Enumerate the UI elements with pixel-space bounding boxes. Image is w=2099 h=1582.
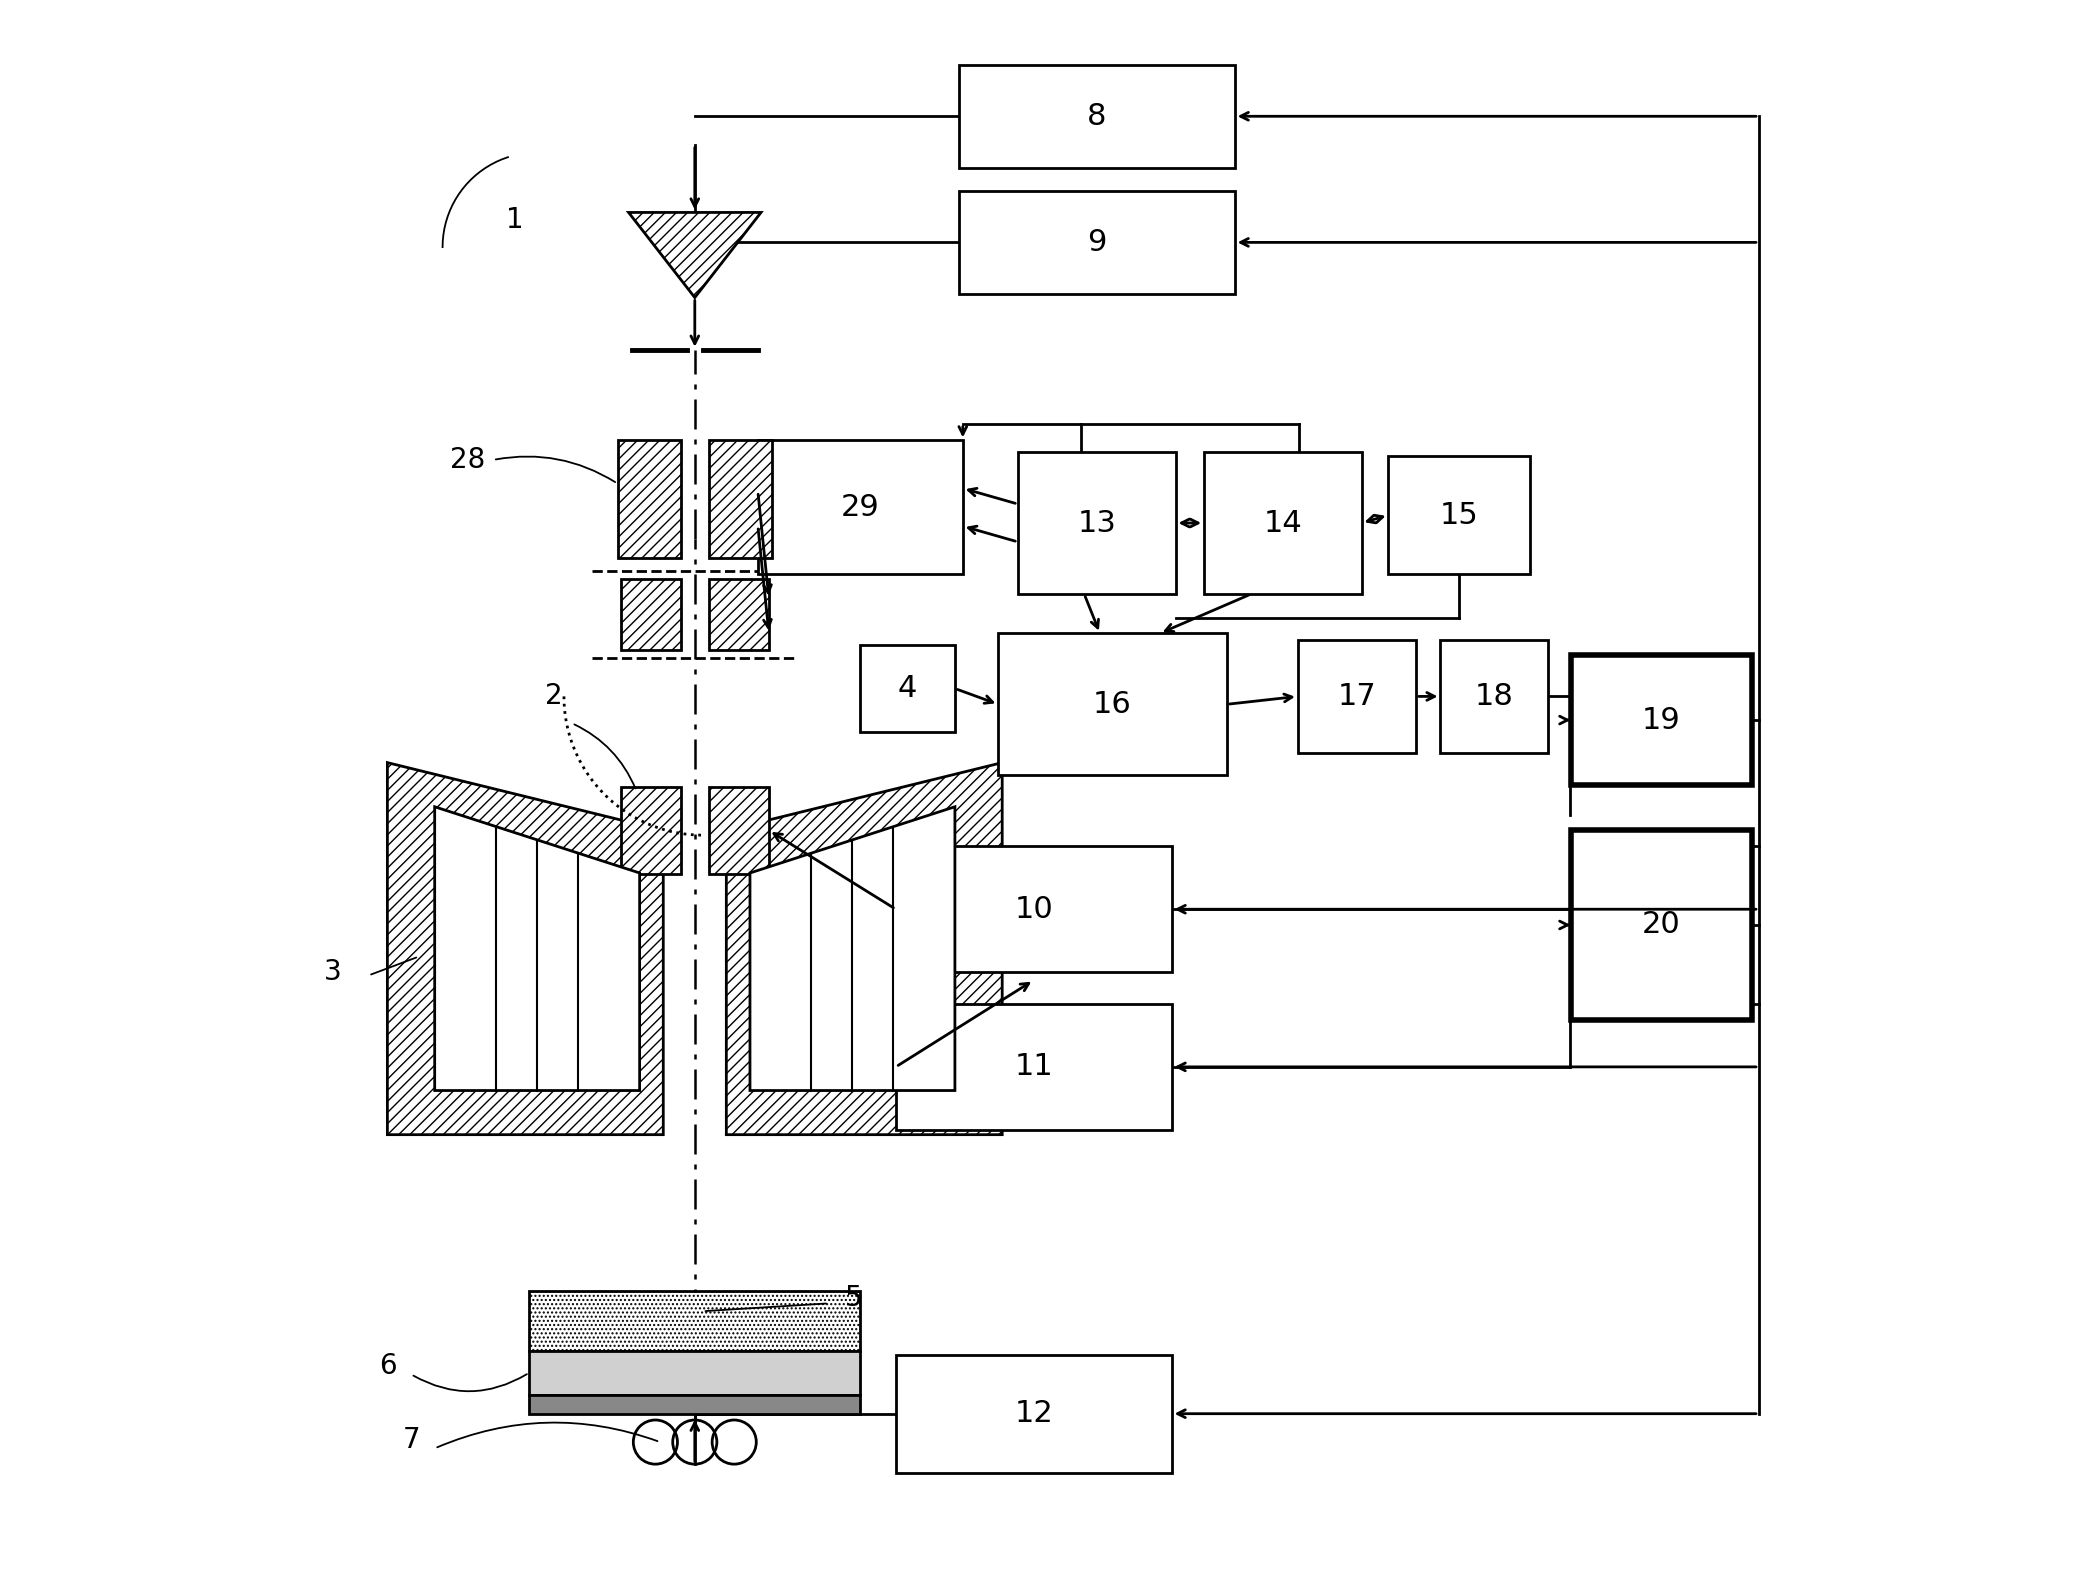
Bar bbox=[896, 1354, 1171, 1473]
Bar bbox=[959, 191, 1234, 294]
Bar bbox=[861, 645, 955, 732]
Polygon shape bbox=[434, 807, 640, 1090]
Text: 6: 6 bbox=[380, 1353, 397, 1380]
Bar bbox=[1570, 831, 1753, 1019]
Bar bbox=[896, 1005, 1171, 1130]
Bar bbox=[529, 1291, 861, 1351]
Polygon shape bbox=[726, 763, 1001, 1134]
Bar bbox=[758, 440, 963, 574]
Bar bbox=[617, 440, 680, 558]
Text: 19: 19 bbox=[1641, 706, 1681, 734]
Bar bbox=[959, 65, 1234, 168]
Bar bbox=[1387, 456, 1530, 574]
Text: 11: 11 bbox=[1014, 1052, 1054, 1082]
Text: 18: 18 bbox=[1476, 682, 1513, 710]
Text: 2: 2 bbox=[546, 682, 563, 710]
Text: 3: 3 bbox=[325, 959, 342, 986]
Bar bbox=[621, 788, 680, 873]
Text: 5: 5 bbox=[844, 1285, 863, 1313]
Bar bbox=[529, 1351, 861, 1395]
Bar bbox=[1297, 639, 1417, 753]
Text: 20: 20 bbox=[1641, 911, 1681, 940]
Polygon shape bbox=[628, 212, 762, 297]
Bar bbox=[529, 1395, 861, 1414]
Text: 15: 15 bbox=[1440, 500, 1480, 530]
Text: 16: 16 bbox=[1094, 690, 1131, 718]
Bar bbox=[709, 788, 768, 873]
Text: 17: 17 bbox=[1337, 682, 1377, 710]
Polygon shape bbox=[388, 763, 663, 1134]
Bar bbox=[1205, 452, 1362, 593]
Text: 14: 14 bbox=[1264, 508, 1301, 538]
Bar bbox=[1018, 452, 1175, 593]
Bar bbox=[621, 579, 680, 650]
Bar bbox=[1570, 655, 1753, 785]
Text: 28: 28 bbox=[451, 446, 485, 475]
Polygon shape bbox=[749, 807, 955, 1090]
Text: 7: 7 bbox=[403, 1427, 420, 1454]
Bar bbox=[709, 579, 768, 650]
Text: 4: 4 bbox=[898, 674, 917, 702]
Bar bbox=[896, 846, 1171, 973]
Bar bbox=[709, 440, 772, 558]
Text: 9: 9 bbox=[1087, 228, 1106, 256]
Text: 29: 29 bbox=[842, 492, 879, 522]
Text: 1: 1 bbox=[506, 206, 523, 234]
Bar bbox=[999, 633, 1226, 775]
Text: 10: 10 bbox=[1014, 895, 1054, 924]
Bar bbox=[1440, 639, 1547, 753]
Text: 13: 13 bbox=[1077, 508, 1117, 538]
Text: 8: 8 bbox=[1087, 101, 1106, 131]
Text: 12: 12 bbox=[1014, 1398, 1054, 1429]
